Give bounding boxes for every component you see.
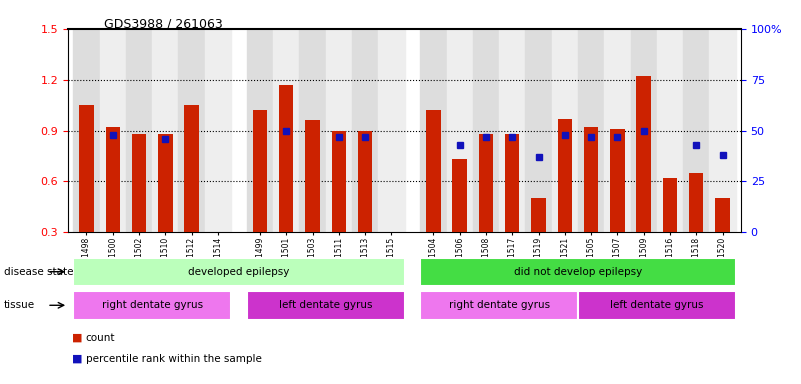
Bar: [79, 105, 94, 283]
Bar: [447, 29, 473, 232]
Bar: [578, 29, 604, 232]
Bar: [657, 29, 683, 232]
Bar: [126, 29, 152, 232]
Bar: [158, 134, 172, 283]
Bar: [305, 120, 320, 283]
Bar: [99, 29, 126, 232]
Bar: [184, 105, 199, 283]
Text: left dentate gyrus: left dentate gyrus: [279, 300, 372, 310]
Bar: [499, 29, 525, 232]
Text: tissue: tissue: [4, 300, 35, 310]
Text: GDS3988 / 261063: GDS3988 / 261063: [104, 17, 223, 30]
Bar: [326, 29, 352, 232]
Bar: [74, 258, 405, 286]
Bar: [300, 29, 326, 232]
Bar: [453, 159, 467, 283]
Text: ■: ■: [72, 333, 83, 343]
Bar: [525, 29, 552, 232]
Bar: [179, 29, 205, 232]
Bar: [132, 134, 147, 283]
Bar: [378, 29, 405, 232]
Bar: [421, 29, 447, 232]
Bar: [152, 29, 179, 232]
Bar: [505, 134, 520, 283]
Bar: [689, 173, 703, 283]
Bar: [473, 29, 499, 232]
Bar: [74, 29, 99, 232]
Text: disease state: disease state: [4, 266, 74, 277]
Bar: [715, 199, 730, 283]
Bar: [106, 127, 120, 283]
Text: developed epilepsy: developed epilepsy: [188, 266, 290, 277]
Text: right dentate gyrus: right dentate gyrus: [449, 300, 549, 310]
Bar: [426, 110, 441, 283]
Bar: [630, 29, 657, 232]
Text: left dentate gyrus: left dentate gyrus: [610, 300, 703, 310]
Bar: [384, 232, 399, 283]
Bar: [332, 131, 346, 283]
Bar: [531, 199, 545, 283]
Bar: [479, 134, 493, 283]
Bar: [604, 29, 630, 232]
Text: right dentate gyrus: right dentate gyrus: [102, 300, 203, 310]
Bar: [584, 127, 598, 283]
Bar: [352, 29, 378, 232]
Bar: [247, 29, 273, 232]
Bar: [552, 29, 578, 232]
Bar: [683, 29, 710, 232]
Bar: [557, 119, 572, 283]
Bar: [279, 85, 293, 283]
Bar: [358, 131, 372, 283]
Bar: [662, 178, 677, 283]
Bar: [205, 29, 231, 232]
Text: count: count: [86, 333, 115, 343]
Bar: [421, 291, 578, 320]
Bar: [253, 110, 268, 283]
Bar: [710, 29, 735, 232]
Text: percentile rank within the sample: percentile rank within the sample: [86, 354, 262, 364]
Bar: [637, 76, 651, 283]
Text: did not develop epilepsy: did not develop epilepsy: [514, 266, 642, 277]
Bar: [578, 291, 735, 320]
Bar: [421, 258, 735, 286]
Bar: [610, 129, 625, 283]
Text: ■: ■: [72, 354, 83, 364]
Bar: [247, 291, 405, 320]
Bar: [211, 232, 225, 283]
Bar: [74, 291, 231, 320]
Bar: [273, 29, 300, 232]
